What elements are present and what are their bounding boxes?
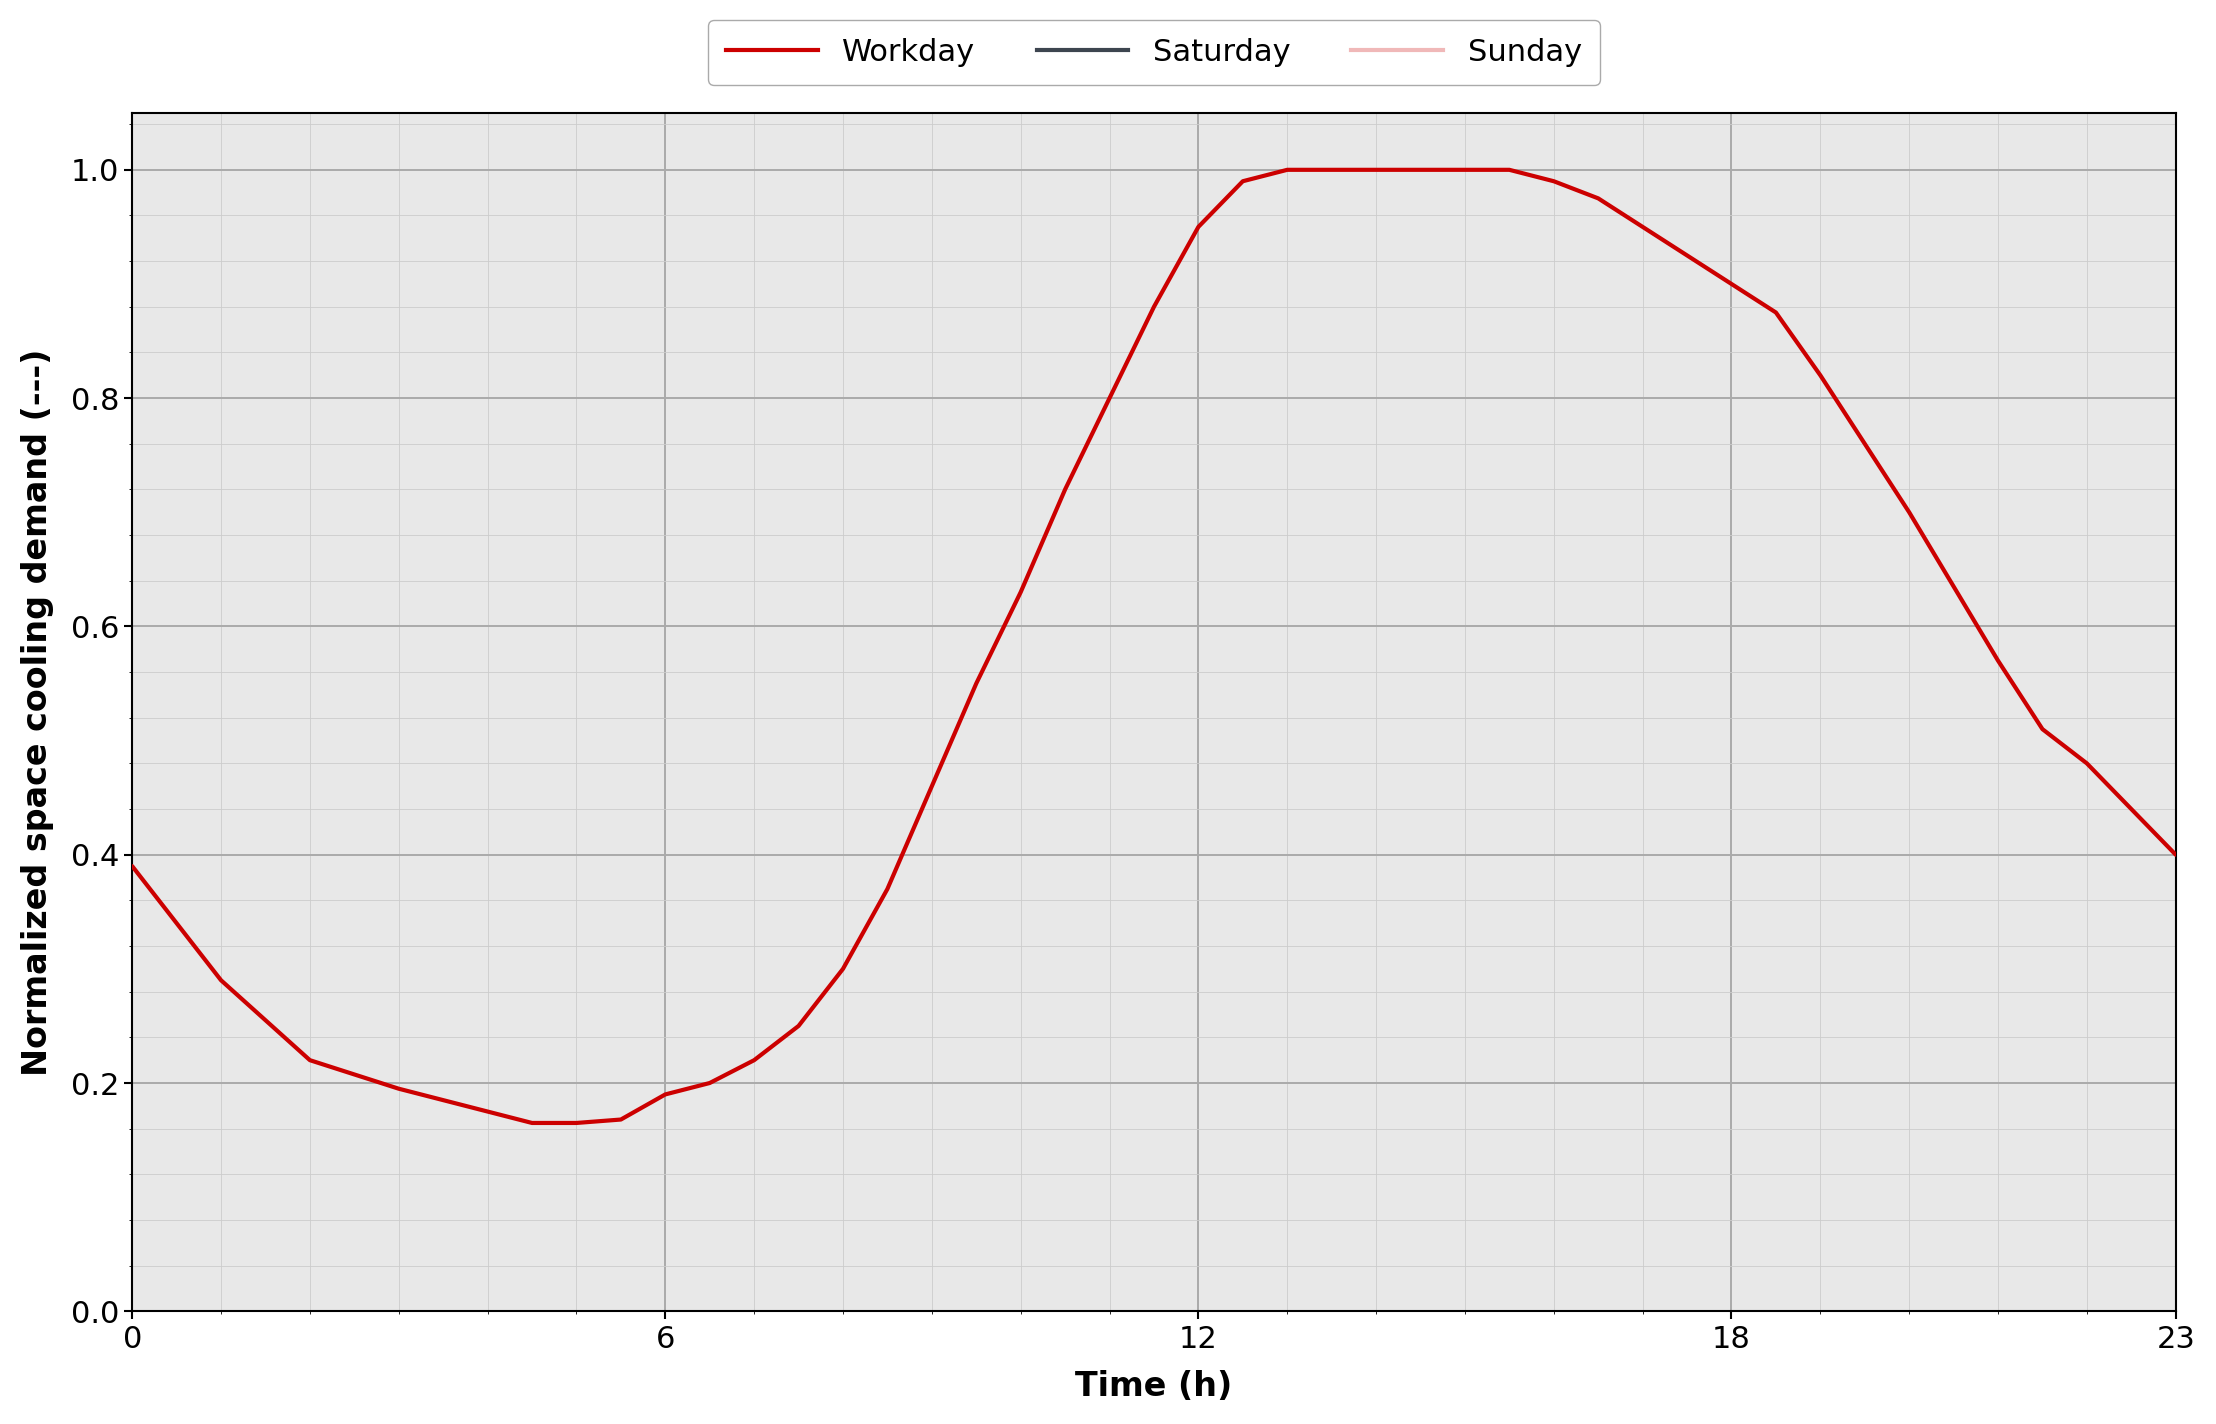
- X-axis label: Time (h): Time (h): [1075, 1370, 1232, 1403]
- Legend: Workday, Saturday, Sunday: Workday, Saturday, Sunday: [707, 20, 1600, 85]
- Y-axis label: Normalized space cooling demand (---): Normalized space cooling demand (---): [20, 349, 53, 1075]
